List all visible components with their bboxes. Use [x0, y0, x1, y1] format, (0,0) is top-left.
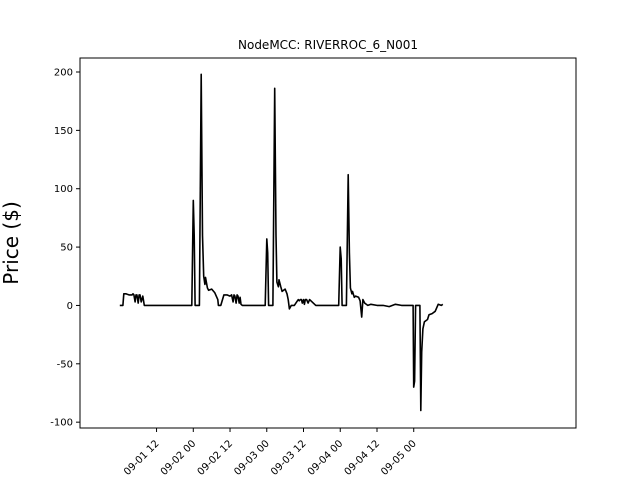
y-tick-label: 50	[60, 243, 73, 254]
chart-title: NodeMCC: RIVERROC_6_N001	[238, 38, 418, 52]
y-tick-label: -100	[50, 418, 73, 429]
y-tick-label: 200	[54, 68, 73, 79]
axes-frame	[79, 57, 577, 429]
y-axis-label: Price ($)	[0, 201, 23, 284]
y-tick-label: 150	[54, 126, 73, 137]
y-tick-label: 100	[54, 184, 73, 195]
price-series-line	[119, 73, 444, 412]
y-tick-label: -50	[57, 359, 73, 370]
y-tick-label: 0	[67, 301, 73, 312]
